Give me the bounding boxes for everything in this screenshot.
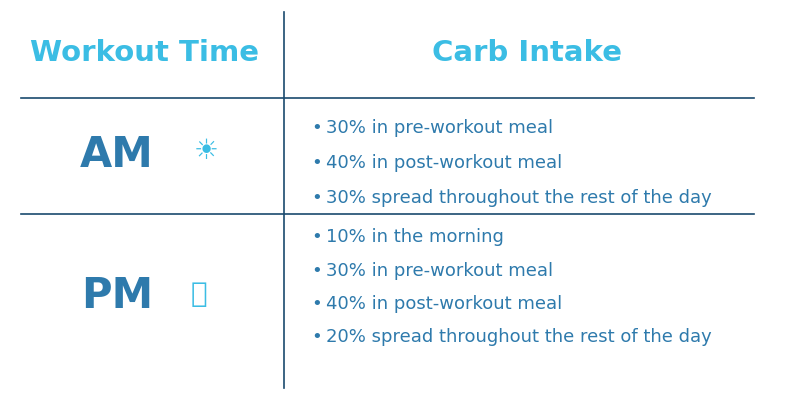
Text: 40% in post-workout meal: 40% in post-workout meal <box>326 154 562 172</box>
Text: 30% in pre-workout meal: 30% in pre-workout meal <box>326 118 554 136</box>
Text: •: • <box>311 295 322 313</box>
Text: Workout Time: Workout Time <box>30 39 259 67</box>
Text: 🌙: 🌙 <box>191 280 208 308</box>
Text: 20% spread throughout the rest of the day: 20% spread throughout the rest of the da… <box>326 328 712 346</box>
Text: 40% in post-workout meal: 40% in post-workout meal <box>326 295 562 313</box>
Text: Carb Intake: Carb Intake <box>432 39 622 67</box>
Text: 10% in the morning: 10% in the morning <box>326 228 504 246</box>
Text: •: • <box>311 262 322 280</box>
Text: ☀: ☀ <box>194 137 218 165</box>
Text: •: • <box>311 154 322 172</box>
Text: AM: AM <box>80 134 154 176</box>
Text: 30% spread throughout the rest of the day: 30% spread throughout the rest of the da… <box>326 189 712 207</box>
Text: 30% in pre-workout meal: 30% in pre-workout meal <box>326 262 554 280</box>
Text: •: • <box>311 118 322 136</box>
Text: PM: PM <box>81 275 153 317</box>
Text: •: • <box>311 328 322 346</box>
Text: •: • <box>311 228 322 246</box>
Text: •: • <box>311 189 322 207</box>
